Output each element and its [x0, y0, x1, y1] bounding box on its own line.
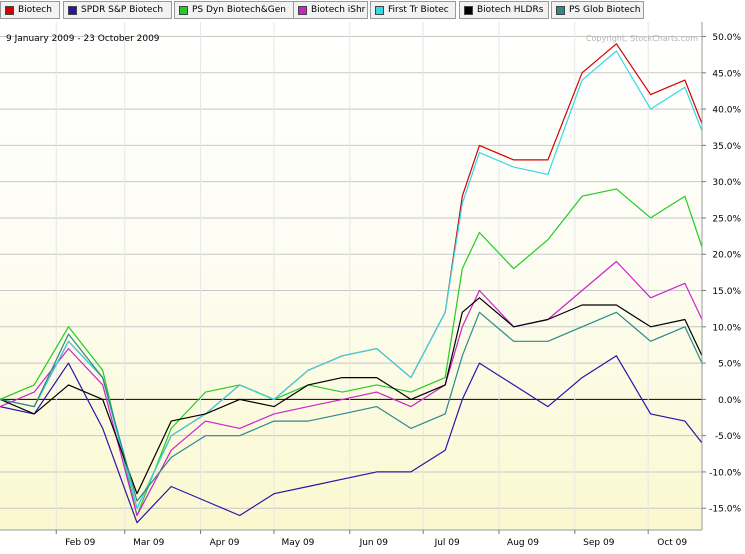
series-lines	[0, 43, 703, 524]
y-tick-label: -15.0%	[709, 505, 741, 515]
legend-swatch	[556, 5, 565, 15]
y-tick-label: 5.0%	[718, 360, 741, 370]
y-tick-label: 30.0%	[712, 178, 741, 188]
legend-label: Biotech iShr	[311, 5, 366, 15]
x-tick-label: Apr 09	[210, 538, 240, 548]
series-line-ps-glob-biotech	[0, 311, 703, 502]
x-tick-label: Mar 09	[133, 538, 165, 548]
y-tick-label: -5.0%	[715, 432, 742, 442]
y-tick-label: 35.0%	[712, 142, 741, 152]
x-tick-label: Feb 09	[65, 538, 96, 548]
legend-label: Biotech HLDRs	[477, 5, 544, 15]
legend-swatch	[179, 5, 188, 15]
date-range: 9 January 2009 - 23 October 2009	[6, 34, 160, 44]
legend-tab-first-tr-biotec[interactable]: First Tr Biotec	[370, 1, 456, 19]
legend-label: First Tr Biotec	[388, 5, 449, 15]
legend-tab-ps-glob-biotech[interactable]: PS Glob Biotech	[551, 1, 644, 19]
legend-tab-spdr-sp-biotech[interactable]: SPDR S&P Biotech	[63, 1, 172, 19]
legend-label: PS Dyn Biotech&Gen	[192, 5, 286, 15]
legend-tab-biotech-ishr[interactable]: Biotech iShr	[293, 1, 368, 19]
x-tick-label: Aug 09	[507, 538, 539, 548]
series-line-ps-dyn-biotech-gen	[0, 188, 703, 517]
y-tick-label: 25.0%	[712, 214, 741, 224]
y-tick-label: 15.0%	[712, 287, 741, 297]
y-tick-label: 50.0%	[712, 33, 741, 43]
y-tick-label: -10.0%	[709, 468, 741, 478]
legend-swatch	[5, 5, 14, 15]
x-tick-label: Oct 09	[657, 538, 687, 548]
legend-swatch	[375, 5, 384, 15]
series-line-spdr-s-p-biotech	[0, 355, 703, 524]
y-tick-label: 40.0%	[712, 106, 741, 116]
x-tick-label: May 09	[281, 538, 314, 548]
y-axis-ticks: 50.0% 45.0% 40.0% 35.0% 30.0% 25.0% 20.0% 15.0%…	[702, 33, 741, 515]
y-tick-label: 10.0%	[712, 323, 741, 333]
series-line-biotech-ishr	[0, 260, 703, 517]
legend-label: Biotech	[18, 5, 52, 15]
series-line-biotech-hldrs	[0, 297, 703, 495]
x-tick-label: Jul 09	[434, 538, 460, 548]
legend-tab-biotech-hldrs[interactable]: Biotech HLDRs	[459, 1, 549, 19]
legend-tab-ps-dyn-biotech[interactable]: PS Dyn Biotech&Gen	[174, 1, 299, 19]
legend-label: PS Glob Biotech	[569, 5, 641, 15]
line-chart: 50.0% 45.0% 40.0% 35.0% 30.0% 25.0% 20.0% 15.0%…	[0, 22, 741, 548]
y-tick-label: 45.0%	[712, 69, 741, 79]
gridlines	[0, 22, 702, 530]
x-tick-label: Sep 09	[583, 538, 615, 548]
legend-tab-biotech[interactable]: Biotech	[0, 1, 60, 19]
watermark: Copyright, StockCharts.com	[586, 34, 698, 43]
x-tick-label: Jun 09	[359, 538, 389, 548]
legend-swatch	[298, 5, 307, 15]
legend-swatch	[68, 5, 77, 15]
legend-tabs: Biotech SPDR S&P Biotech PS Dyn Biotech&…	[0, 0, 745, 22]
y-tick-label: 0.0%	[718, 396, 741, 406]
x-axis-ticks: Feb 09 Mar 09 Apr 09 May 09 Jun 09 Jul 09 Aug …	[55, 530, 687, 548]
legend-label: SPDR S&P Biotech	[81, 5, 164, 15]
series-line-first-tr-biotec	[0, 50, 703, 509]
y-tick-label: 20.0%	[712, 251, 741, 261]
plot-background	[0, 22, 702, 530]
legend-swatch	[464, 5, 473, 15]
